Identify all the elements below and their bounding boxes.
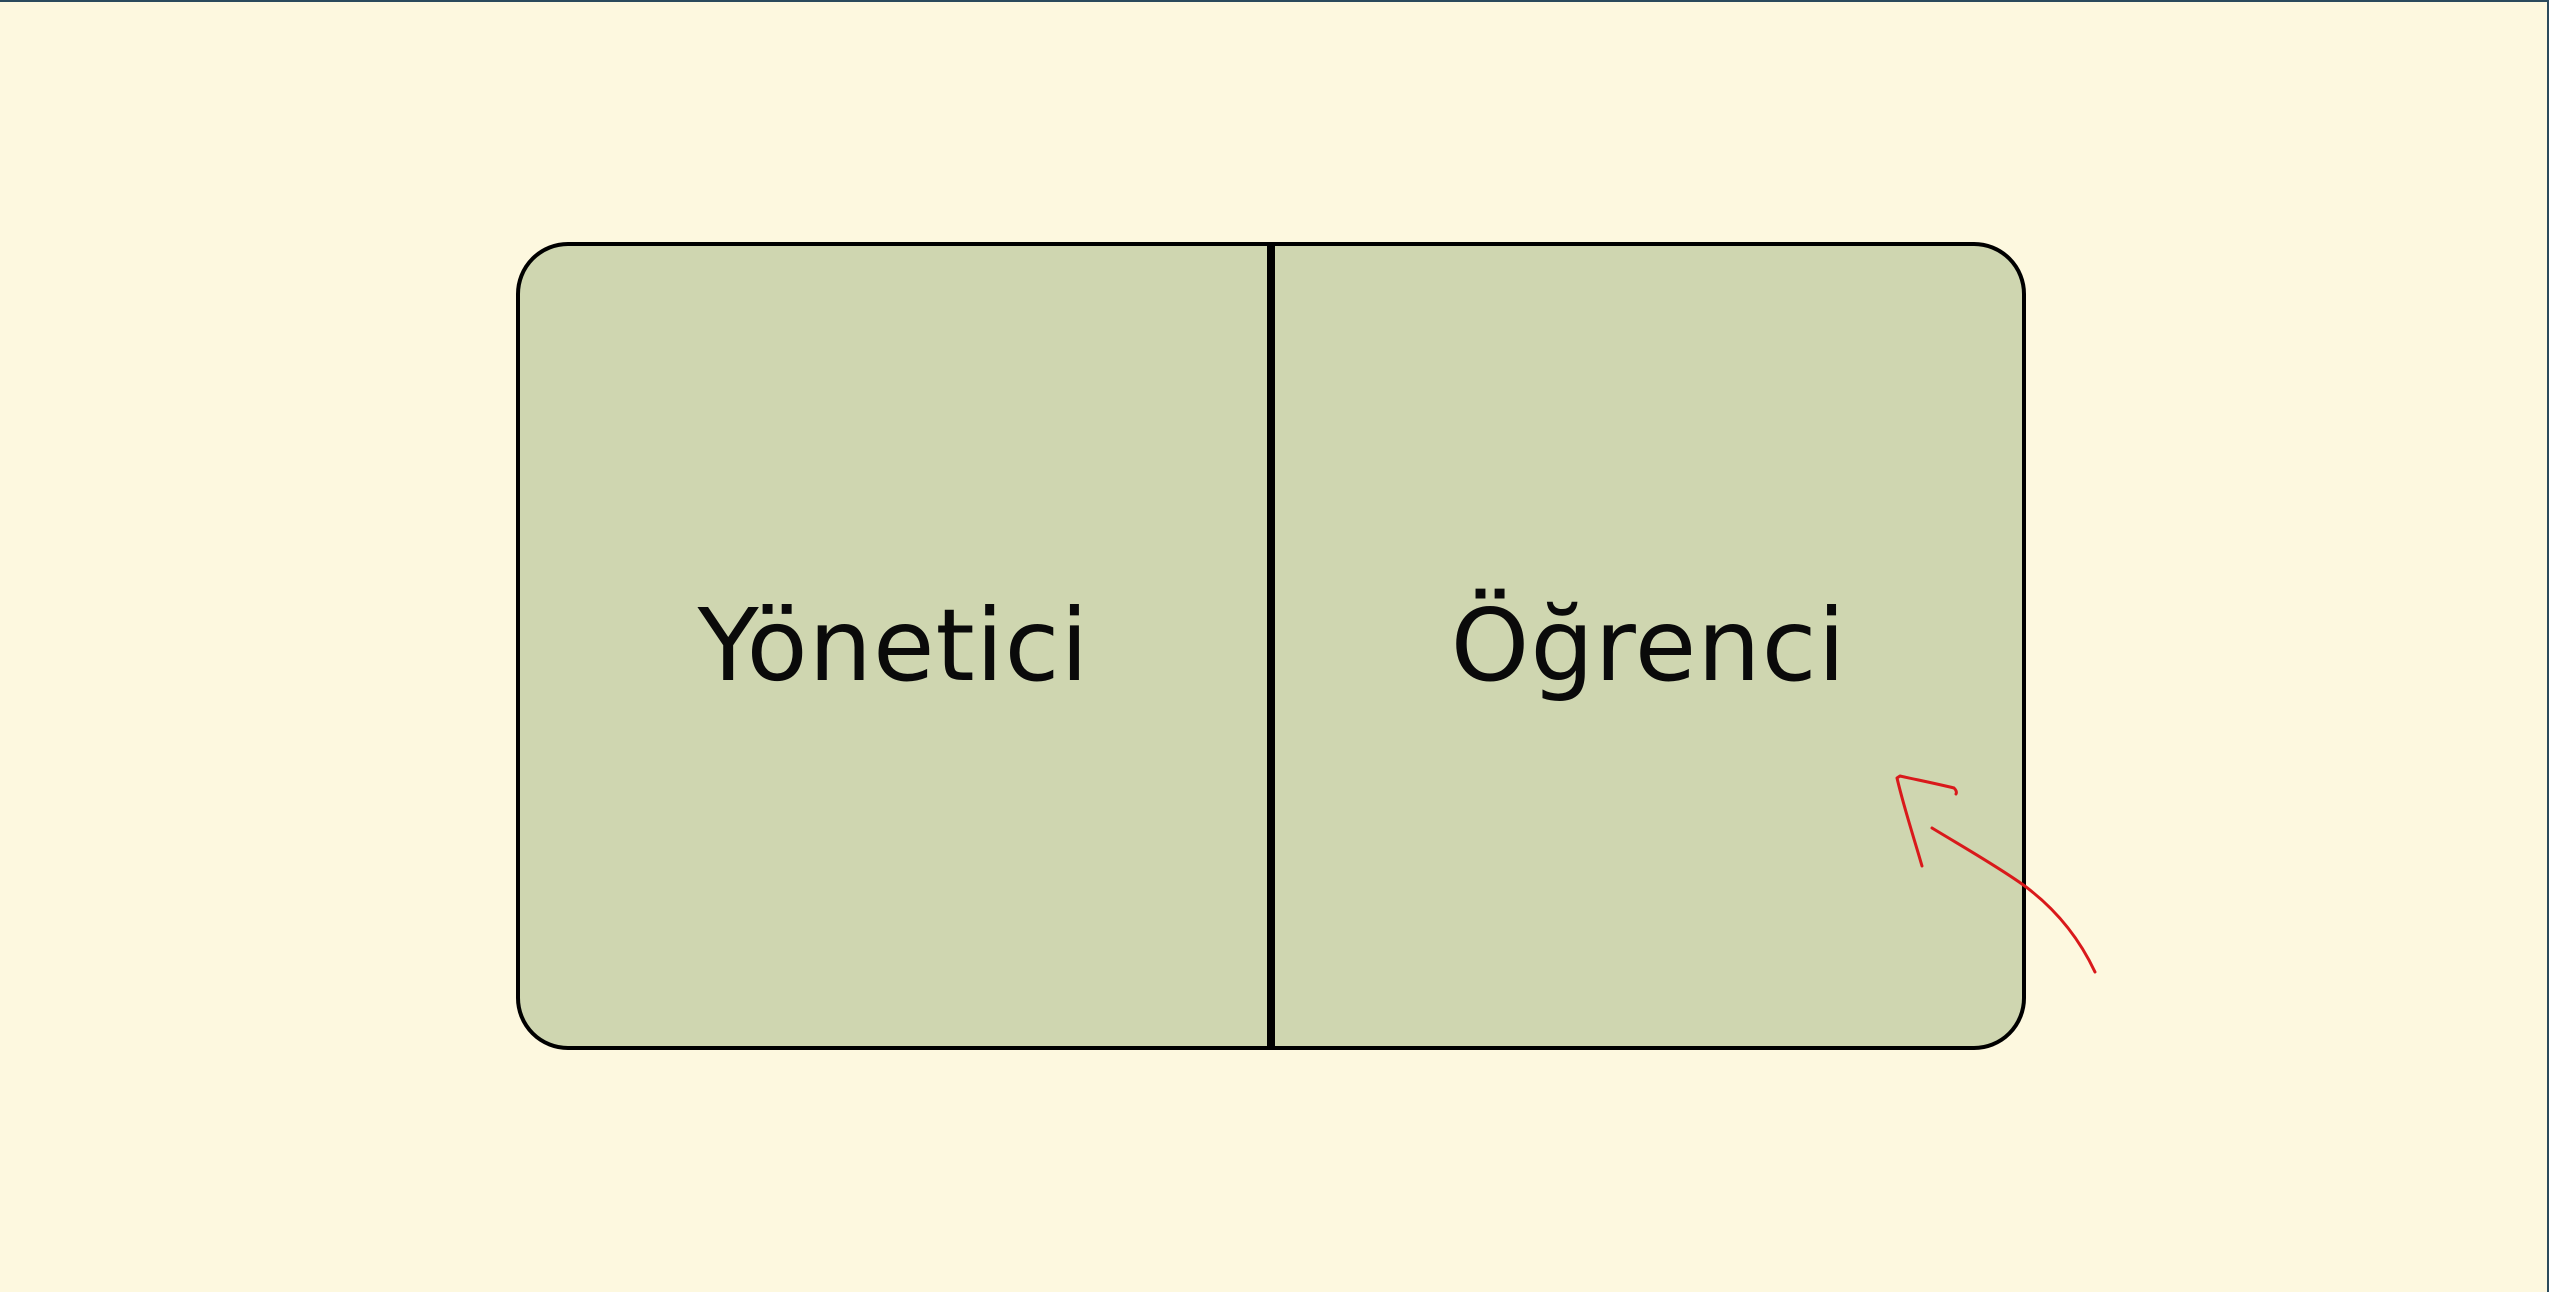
admin-role-label: Yönetici [697, 587, 1090, 704]
admin-role-button[interactable]: Yönetici [520, 246, 1267, 1046]
role-selection-panel: Yönetici Öğrenci [516, 242, 2026, 1050]
student-role-button[interactable]: Öğrenci [1267, 246, 2022, 1046]
student-role-label: Öğrenci [1450, 587, 1847, 704]
